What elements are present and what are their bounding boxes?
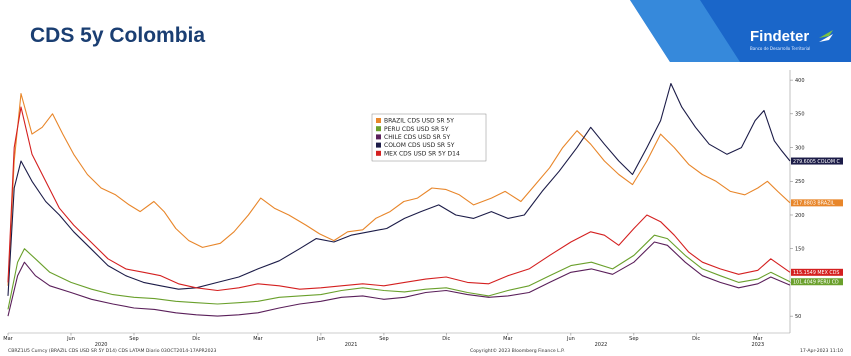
x-tick-label: Mar xyxy=(253,336,263,342)
logo-tagline: Banco de Desarrollo Territorial xyxy=(750,46,811,51)
y-tick-label: 150 xyxy=(795,247,805,253)
series-line-colom xyxy=(7,82,791,296)
x-tick-label: Sep xyxy=(379,336,388,342)
chart-last-value-labels: 217.8803 BRAZIL 101.4049 PERU CD 279.6005 … xyxy=(791,157,843,286)
x-year-label: 2023 xyxy=(751,342,764,348)
last-value-box xyxy=(791,199,843,207)
y-tick-label: 250 xyxy=(795,179,805,185)
y-tick-label: 50 xyxy=(795,314,801,320)
findeter-logo-icon xyxy=(819,30,833,42)
last-value-label: 279.6005 COLOM C xyxy=(793,159,840,165)
last-value-box xyxy=(791,278,843,286)
last-value-box xyxy=(791,268,843,276)
x-year-label: 2021 xyxy=(345,342,358,348)
series-line-brazil xyxy=(7,93,791,286)
legend-swatch xyxy=(376,150,381,156)
y-tick-label: 400 xyxy=(795,78,805,84)
legend-box xyxy=(371,113,487,162)
x-tick-label: Dic xyxy=(192,336,200,342)
slide-title: CDS 5y Colombia xyxy=(30,24,206,47)
x-tick-label: Jun xyxy=(316,336,325,342)
footer-right: 17-Apr-2023 11:10 xyxy=(800,348,843,354)
legend-swatch xyxy=(376,134,381,140)
x-year-label: 2022 xyxy=(595,342,608,348)
x-tick-label: Jun xyxy=(566,336,575,342)
footer-left: CBRZ1U5 Curncy (BRAZIL CDS USD SR 5Y D14… xyxy=(8,348,217,354)
legend-label: MEX CDS USD SR 5Y D14 xyxy=(384,150,460,157)
legend-swatch xyxy=(376,126,381,132)
logo-name: Findeter xyxy=(750,28,810,45)
legend-swatch xyxy=(376,142,381,148)
chart-footer: CBRZ1U5 Curncy (BRAZIL CDS USD SR 5Y D14… xyxy=(8,347,843,354)
last-value-label: 101.4049 PERU CD xyxy=(793,280,839,286)
legend-label: CHILE CDS USD SR 5Y xyxy=(384,134,450,141)
x-tick-label: Sep xyxy=(629,336,638,342)
x-year-label: 2020 xyxy=(95,342,108,348)
last-value-label: 115.1549 MEX CDS xyxy=(793,270,839,276)
y-tick-label: 300 xyxy=(795,145,805,151)
series-line-peru xyxy=(7,234,791,310)
legend-label: BRAZIL CDS USD SR 5Y xyxy=(384,118,454,125)
last-value-box xyxy=(791,157,843,165)
footer-center: Copyright© 2023 Bloomberg Finance L.P. xyxy=(470,347,565,354)
chart-series xyxy=(7,82,791,317)
x-tick-label: Jun xyxy=(66,336,75,342)
legend-swatch xyxy=(376,118,381,123)
x-tick-label: Sep xyxy=(129,336,138,342)
x-tick-label: Dic xyxy=(442,336,450,342)
y-tick-label: 200 xyxy=(795,213,805,219)
legend-label: PERU CDS USD SR 5Y xyxy=(384,126,449,133)
legend-label: COLOM CDS USD SR 5Y xyxy=(384,142,455,149)
x-tick-label: Mar xyxy=(753,336,763,342)
last-value-label: 217.8803 BRAZIL xyxy=(793,201,835,207)
x-tick-label: Dic xyxy=(692,336,700,342)
y-tick-label: 350 xyxy=(795,112,805,118)
x-tick-label: Mar xyxy=(503,336,513,342)
series-line-mex xyxy=(7,106,791,292)
x-tick-label: Mar xyxy=(3,336,13,342)
series-line-chile xyxy=(7,241,791,317)
logo-banner xyxy=(630,0,851,62)
